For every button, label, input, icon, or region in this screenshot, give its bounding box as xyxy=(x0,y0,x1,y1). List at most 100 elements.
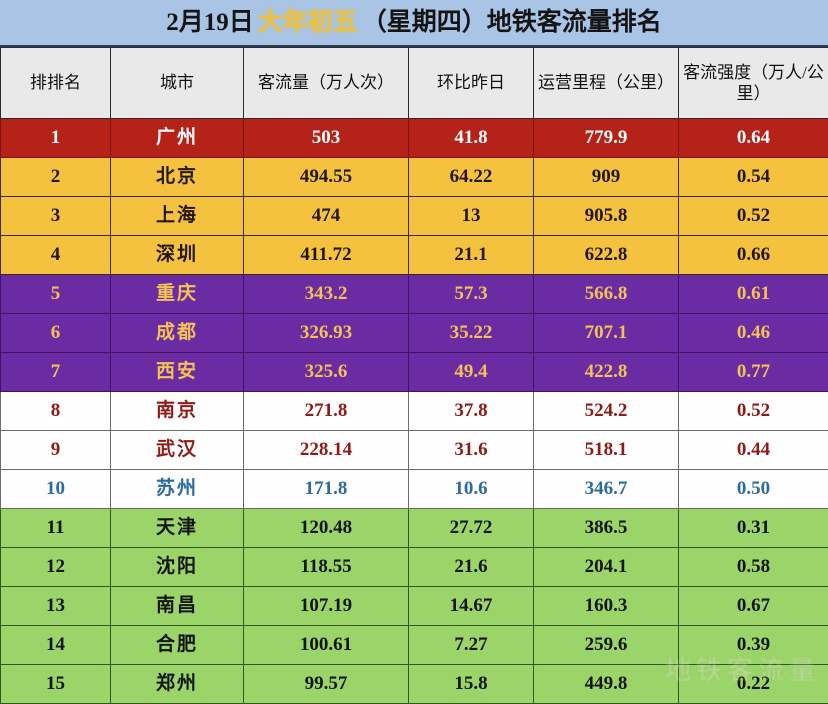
cell-intensity: 0.46 xyxy=(679,314,828,353)
cell-intensity: 0.44 xyxy=(679,431,828,470)
cell-delta: 21.6 xyxy=(409,548,534,587)
cell-mileage: 386.5 xyxy=(534,509,679,548)
cell-city: 天津 xyxy=(111,509,244,548)
cell-mileage: 905.8 xyxy=(534,197,679,236)
cell-city: 合肥 xyxy=(111,626,244,665)
cell-delta: 27.72 xyxy=(409,509,534,548)
cell-delta: 64.22 xyxy=(409,158,534,197)
cell-mileage: 909 xyxy=(534,158,679,197)
cell-mileage: 422.8 xyxy=(534,353,679,392)
cell-city: 沈阳 xyxy=(111,548,244,587)
cell-city: 郑州 xyxy=(111,665,244,704)
cell-mileage: 622.8 xyxy=(534,236,679,275)
cell-city: 广州 xyxy=(111,119,244,158)
cell-rank: 14 xyxy=(1,626,111,665)
cell-mileage: 524.2 xyxy=(534,392,679,431)
cell-delta: 31.6 xyxy=(409,431,534,470)
cell-flow: 118.55 xyxy=(244,548,409,587)
cell-mileage: 566.8 xyxy=(534,275,679,314)
cell-city: 苏州 xyxy=(111,470,244,509)
cell-delta: 49.4 xyxy=(409,353,534,392)
cell-mileage: 204.1 xyxy=(534,548,679,587)
column-header-city: 城市 xyxy=(111,48,244,119)
title-band: 2月19日 大年初五 （星期四） 地铁客流量排名 xyxy=(0,0,828,47)
cell-city: 重庆 xyxy=(111,275,244,314)
cell-city: 西安 xyxy=(111,353,244,392)
column-header-flow: 客流量（万人次） xyxy=(244,48,409,119)
cell-rank: 2 xyxy=(1,158,111,197)
cell-flow: 100.61 xyxy=(244,626,409,665)
cell-intensity: 0.67 xyxy=(679,587,828,626)
cell-flow: 99.57 xyxy=(244,665,409,704)
cell-rank: 6 xyxy=(1,314,111,353)
cell-delta: 35.22 xyxy=(409,314,534,353)
cell-intensity: 0.52 xyxy=(679,197,828,236)
cell-intensity: 0.77 xyxy=(679,353,828,392)
cell-rank: 9 xyxy=(1,431,111,470)
cell-delta: 57.3 xyxy=(409,275,534,314)
cell-mileage: 449.8 xyxy=(534,665,679,704)
cell-delta: 13 xyxy=(409,197,534,236)
column-header-intensity: 客流强度（万人/公里） xyxy=(679,48,828,119)
cell-city: 深圳 xyxy=(111,236,244,275)
cell-rank: 10 xyxy=(1,470,111,509)
cell-rank: 3 xyxy=(1,197,111,236)
cell-rank: 5 xyxy=(1,275,111,314)
cell-rank: 11 xyxy=(1,509,111,548)
cell-flow: 120.48 xyxy=(244,509,409,548)
cell-flow: 503 xyxy=(244,119,409,158)
cell-intensity: 0.66 xyxy=(679,236,828,275)
cell-mileage: 707.1 xyxy=(534,314,679,353)
cell-flow: 326.93 xyxy=(244,314,409,353)
cell-flow: 325.6 xyxy=(244,353,409,392)
cell-rank: 7 xyxy=(1,353,111,392)
cell-rank: 4 xyxy=(1,236,111,275)
cell-city: 武汉 xyxy=(111,431,244,470)
cell-flow: 411.72 xyxy=(244,236,409,275)
table-header: 排排名 城市 客流量（万人次） 环比昨日 运营里程（公里） 客流强度（万人/公里… xyxy=(1,48,828,119)
title-weekday: （星期四） xyxy=(362,10,487,35)
column-header-delta: 环比昨日 xyxy=(409,48,534,119)
cell-delta: 37.8 xyxy=(409,392,534,431)
cell-delta: 14.67 xyxy=(409,587,534,626)
cell-intensity: 0.52 xyxy=(679,392,828,431)
title-date: 2月19日 xyxy=(166,10,254,35)
cell-intensity: 0.61 xyxy=(679,275,828,314)
cell-city: 南昌 xyxy=(111,587,244,626)
cell-delta: 21.1 xyxy=(409,236,534,275)
title-lunar-date: 大年初五 xyxy=(258,10,358,35)
cell-rank: 13 xyxy=(1,587,111,626)
cell-city: 成都 xyxy=(111,314,244,353)
cell-rank: 15 xyxy=(1,665,111,704)
title-subject: 地铁客流量排名 xyxy=(487,10,662,35)
cell-flow: 271.8 xyxy=(244,392,409,431)
page-title: 2月19日 大年初五 （星期四） 地铁客流量排名 xyxy=(166,10,662,35)
cell-delta: 15.8 xyxy=(409,665,534,704)
cell-intensity: 0.31 xyxy=(679,509,828,548)
cell-mileage: 518.1 xyxy=(534,431,679,470)
cell-city: 上海 xyxy=(111,197,244,236)
cell-mileage: 160.3 xyxy=(534,587,679,626)
cell-intensity: 0.22 xyxy=(679,665,828,704)
cell-intensity: 0.54 xyxy=(679,158,828,197)
cell-delta: 10.6 xyxy=(409,470,534,509)
cell-delta: 7.27 xyxy=(409,626,534,665)
cell-flow: 107.19 xyxy=(244,587,409,626)
cell-rank: 8 xyxy=(1,392,111,431)
